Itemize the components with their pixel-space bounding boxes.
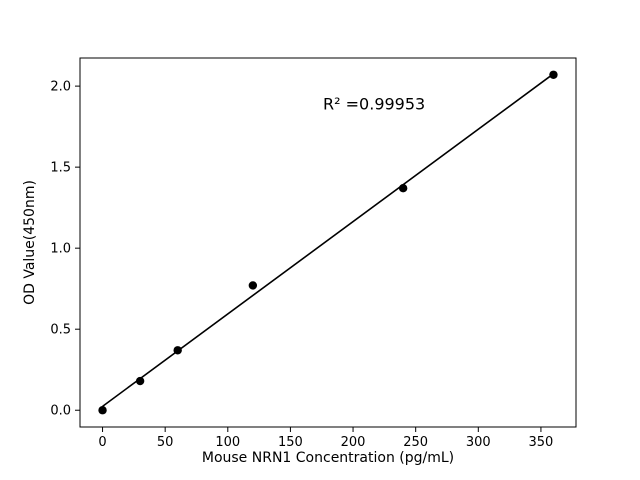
x-tick-label: 300 xyxy=(466,435,491,450)
data-point xyxy=(398,184,408,193)
x-tick-label: 100 xyxy=(215,435,240,450)
axis-spines xyxy=(79,57,577,428)
data-point xyxy=(549,70,558,79)
y-tick-label: 1.0 xyxy=(50,242,71,257)
fit-line xyxy=(102,73,554,407)
y-tick-label: 0.5 xyxy=(50,323,71,338)
x-tick-label: 250 xyxy=(403,435,428,450)
x-tick-label: 0 xyxy=(98,435,106,450)
x-tick-label: 150 xyxy=(278,435,303,450)
data-point xyxy=(248,281,258,290)
x-tick-label: 200 xyxy=(341,435,366,450)
data-point xyxy=(135,376,145,386)
data-point xyxy=(98,406,107,415)
y-tick-label: 1.5 xyxy=(50,161,71,176)
x-tick-label: 350 xyxy=(529,435,554,450)
x-axis-label: Mouse NRN1 Concentration (pg/mL) xyxy=(202,450,454,466)
y-axis-label: OD Value(450nm) xyxy=(22,180,38,305)
y-tick-label: 2.0 xyxy=(50,80,71,95)
data-point xyxy=(173,346,182,355)
y-tick-label: 0.0 xyxy=(50,404,71,419)
x-tick-label: 50 xyxy=(157,435,174,450)
r-squared-annotation: R² =0.99953 xyxy=(323,95,425,114)
